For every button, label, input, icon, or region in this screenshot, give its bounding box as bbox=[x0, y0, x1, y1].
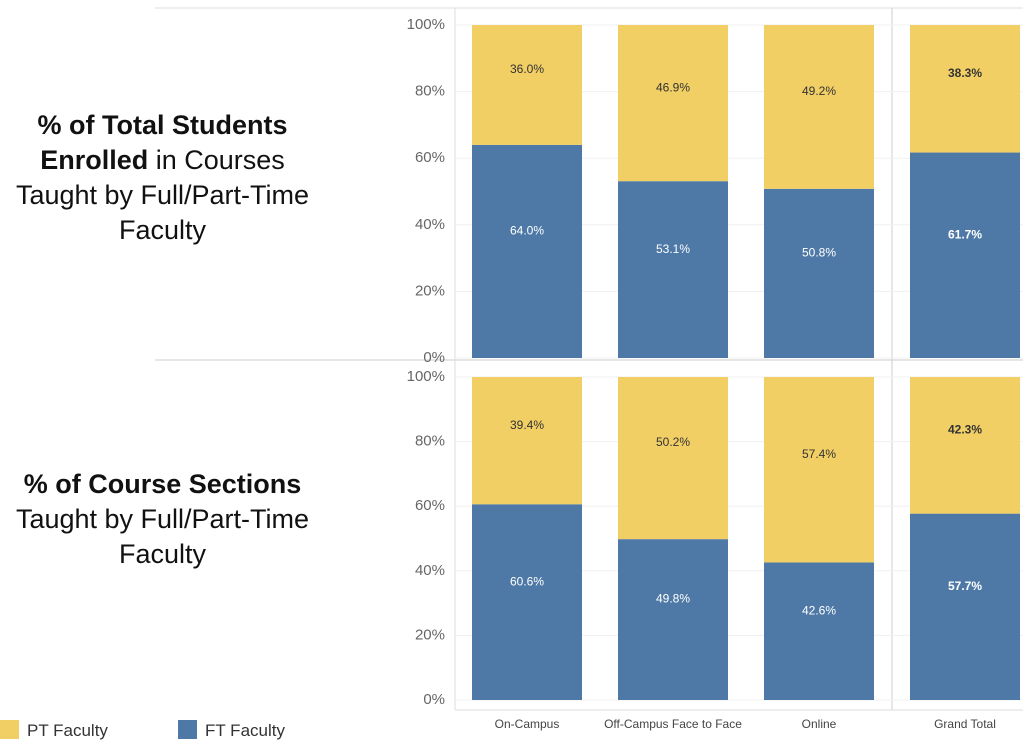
y-tick-label: 0% bbox=[423, 349, 445, 366]
legend-label: FT Faculty bbox=[205, 721, 285, 740]
data-label: 57.4% bbox=[802, 447, 836, 461]
data-label: 39.4% bbox=[510, 418, 544, 432]
bar-segment bbox=[618, 377, 728, 540]
data-label: 49.2% bbox=[802, 84, 836, 98]
title-rest: in Courses Taught by Full/Part-Time Facu… bbox=[15, 145, 310, 245]
x-tick-label: Grand Total bbox=[934, 717, 996, 731]
data-label: 50.8% bbox=[802, 246, 836, 260]
data-label: 64.0% bbox=[510, 224, 544, 238]
data-label: 49.8% bbox=[656, 592, 690, 606]
y-tick-label: 100% bbox=[407, 16, 445, 33]
data-label: 38.3% bbox=[948, 66, 982, 80]
y-tick-label: 40% bbox=[415, 216, 445, 233]
data-label: 53.1% bbox=[656, 242, 690, 256]
data-label: 61.7% bbox=[948, 227, 982, 241]
data-label: 36.0% bbox=[510, 62, 544, 76]
data-label: 57.7% bbox=[948, 579, 982, 593]
bar-segment bbox=[472, 377, 582, 505]
bar-segment bbox=[910, 377, 1020, 514]
bar-segment bbox=[472, 144, 582, 358]
y-tick-label: 40% bbox=[415, 562, 445, 579]
bar-segment bbox=[764, 188, 874, 358]
data-label: 60.6% bbox=[510, 574, 544, 588]
title-bold: % of Course Sections bbox=[23, 469, 302, 499]
x-tick-label: On-Campus bbox=[494, 717, 560, 731]
x-tick-label: Off-Campus Face to Face bbox=[604, 717, 742, 731]
legend-label: PT Faculty bbox=[27, 721, 108, 740]
bar-segment bbox=[910, 25, 1020, 153]
y-tick-label: 80% bbox=[415, 433, 445, 450]
bar-segment bbox=[472, 25, 582, 145]
data-label: 46.9% bbox=[656, 80, 690, 94]
y-tick-label: 20% bbox=[415, 282, 445, 299]
bar-segment bbox=[764, 25, 874, 189]
bar-segment bbox=[764, 377, 874, 563]
y-tick-label: 60% bbox=[415, 497, 445, 514]
bar-segment bbox=[618, 181, 728, 358]
data-label: 50.2% bbox=[656, 435, 690, 449]
x-tick-label: Online bbox=[801, 717, 837, 731]
y-tick-label: 20% bbox=[415, 626, 445, 643]
bar-segment bbox=[910, 513, 1020, 700]
data-label: 42.6% bbox=[802, 603, 836, 617]
panel-title: % of Course Sections Taught by Full/Part… bbox=[10, 467, 315, 572]
bar-segment bbox=[472, 504, 582, 700]
title-bold: % of Total Students Enrolled bbox=[37, 110, 288, 175]
y-tick-label: 80% bbox=[415, 83, 445, 100]
title-rest: Taught by Full/Part-Time Faculty bbox=[15, 504, 310, 569]
legend-swatch bbox=[178, 720, 197, 739]
y-tick-label: 60% bbox=[415, 149, 445, 166]
bar-segment bbox=[618, 539, 728, 700]
panel-title: % of Total Students Enrolled in Courses … bbox=[10, 108, 315, 248]
bar-segment bbox=[910, 152, 1020, 358]
data-label: 42.3% bbox=[948, 422, 982, 436]
y-tick-label: 0% bbox=[423, 691, 445, 708]
y-tick-label: 100% bbox=[407, 368, 445, 385]
bar-segment bbox=[764, 562, 874, 700]
legend-swatch bbox=[0, 720, 19, 739]
bar-segment bbox=[618, 25, 728, 182]
